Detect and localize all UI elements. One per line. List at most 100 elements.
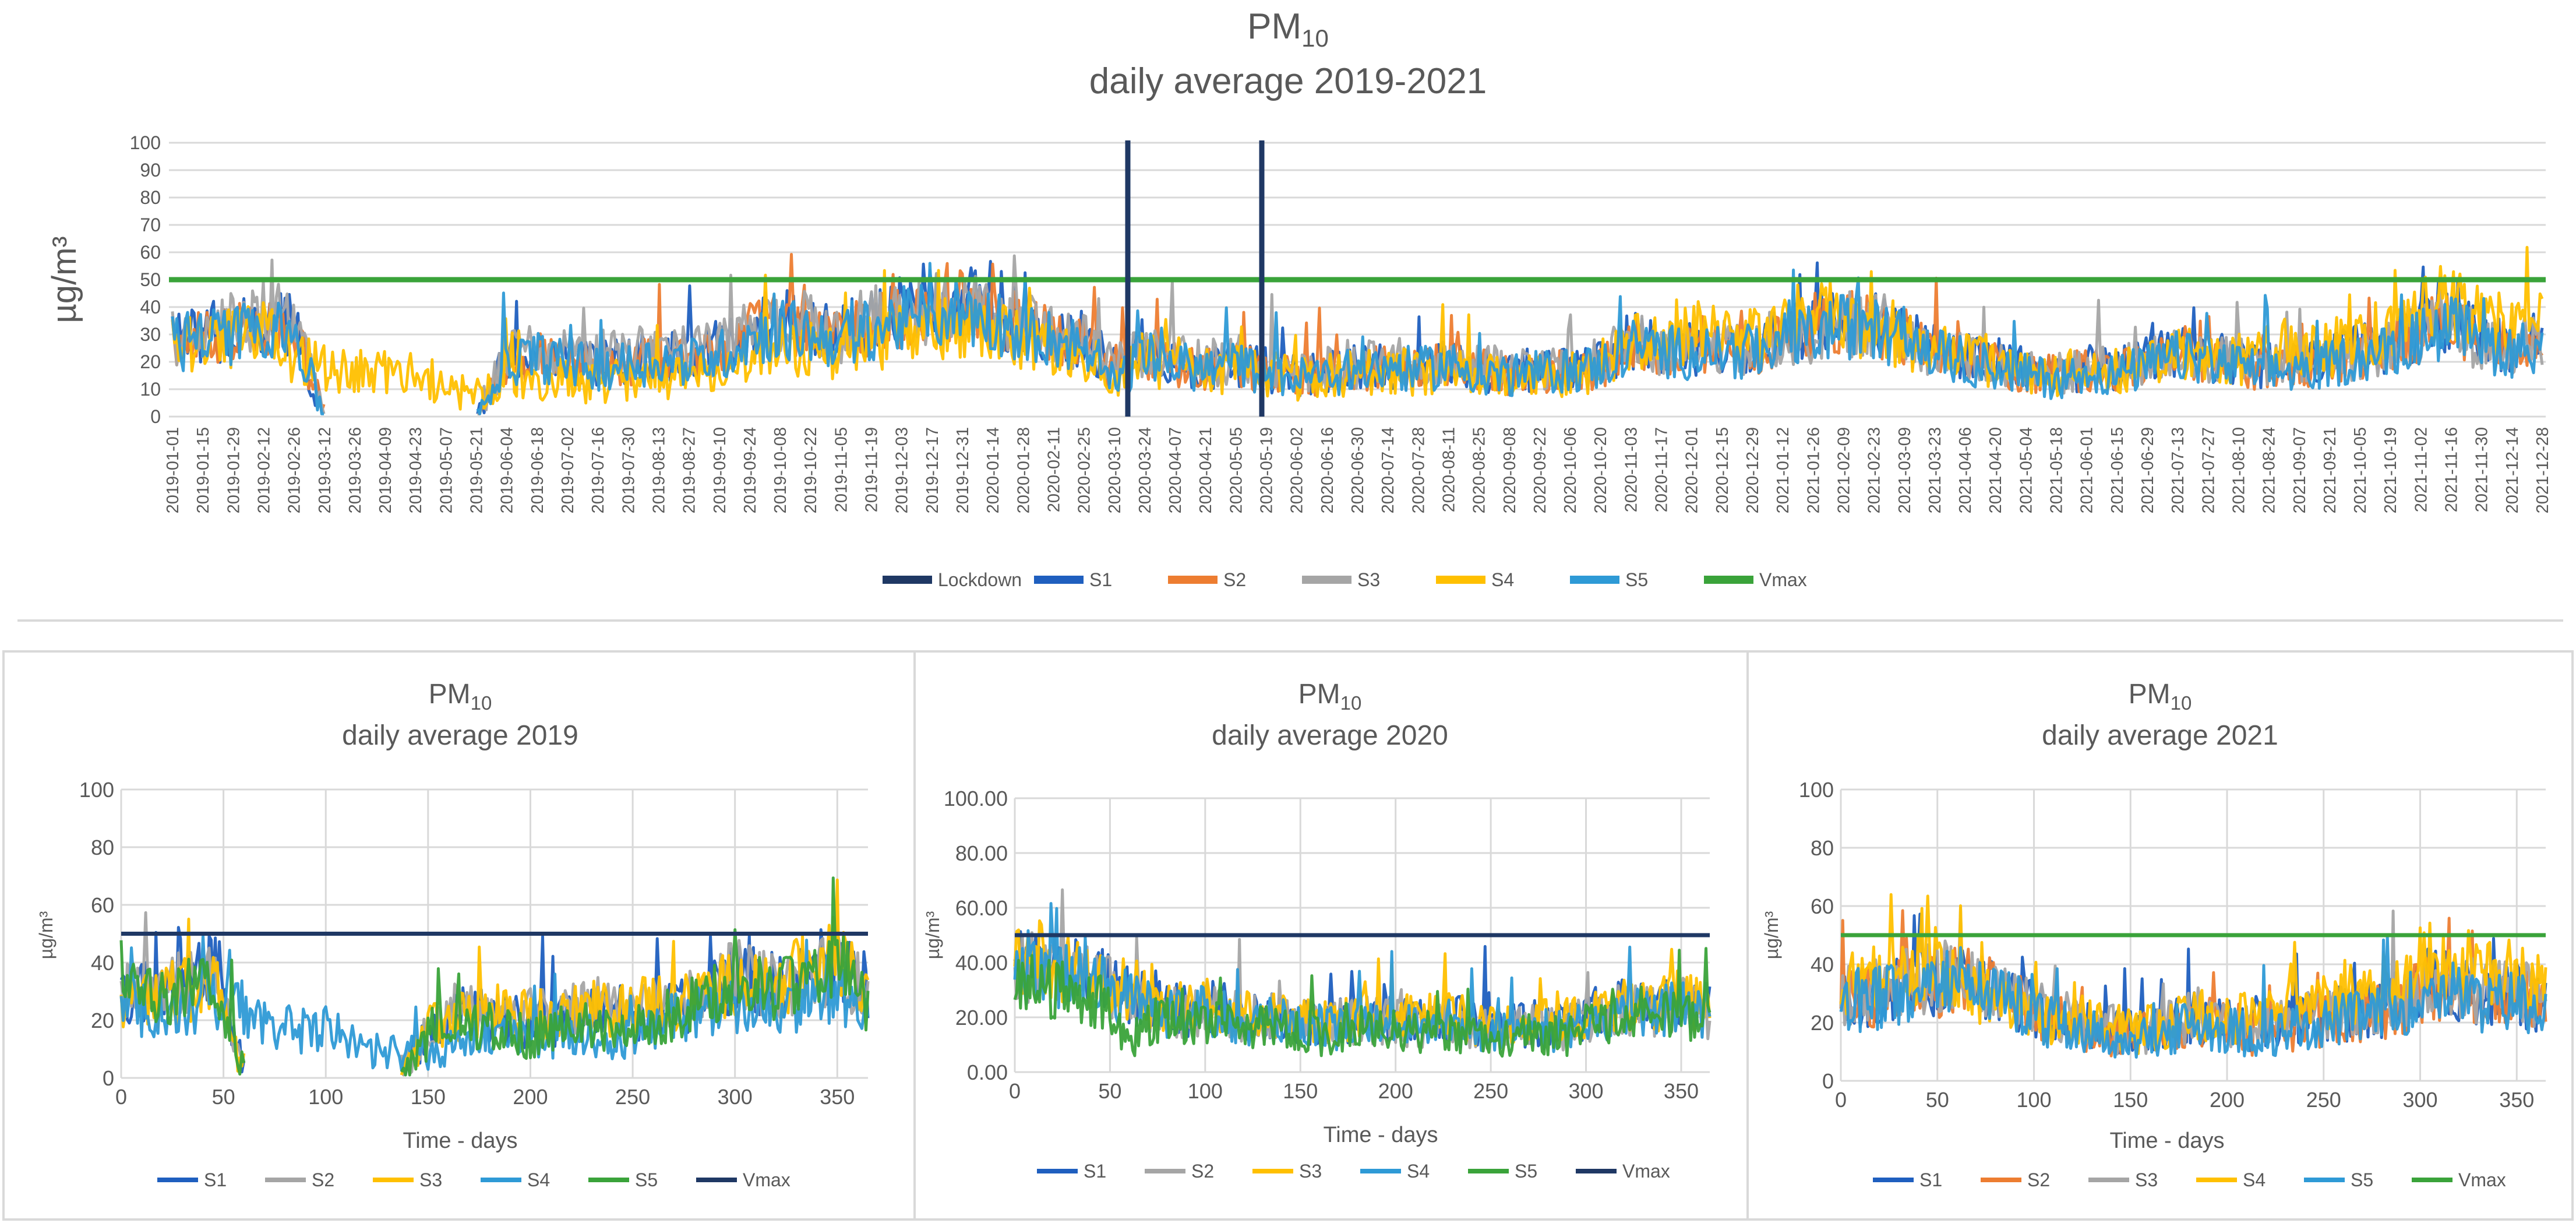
main-xtick-label: 2020-02-25 <box>1075 427 1094 513</box>
chart-2020-subtitle: daily average 2020 <box>1212 720 1448 751</box>
main-ytick-label: 50 <box>140 269 161 290</box>
c2021-legend-label-s1: S1 <box>1919 1169 1942 1190</box>
main-xtick-label: 2020-11-03 <box>1622 427 1640 512</box>
c2021-xtick-label: 100 <box>2016 1088 2051 1112</box>
main-xtick-label: 2021-11-02 <box>2412 427 2430 512</box>
main-xtick-label: 2019-12-03 <box>893 427 912 513</box>
main-xtick-label: 2020-03-24 <box>1136 427 1155 513</box>
main-xtick-label: 2019-10-22 <box>802 427 820 513</box>
chart-2021-subtitle: daily average 2021 <box>2042 720 2278 751</box>
chart-2020-ylabel: µg/m³ <box>922 911 943 959</box>
c2021-legend-label-s2: S2 <box>2027 1169 2050 1190</box>
main-xtick-label: 2019-11-05 <box>832 427 851 512</box>
main-xtick-label: 2019-06-18 <box>528 427 547 513</box>
main-xtick-label: 2019-08-13 <box>650 427 668 513</box>
main-xtick-label: 2019-01-29 <box>224 427 243 513</box>
main-ytick-label: 70 <box>140 214 161 235</box>
main-xtick-label: 2019-09-10 <box>711 427 729 513</box>
c2020-xtick-label: 150 <box>1283 1079 1318 1103</box>
c2020-legend-label-s1: S1 <box>1084 1161 1106 1182</box>
main-xtick-label: 2021-03-09 <box>1896 427 1914 513</box>
c2019-xtick-label: 250 <box>615 1085 650 1109</box>
main-xtick-label: 2020-06-30 <box>1349 427 1367 513</box>
main-xtick-label: 2021-06-15 <box>2108 427 2127 513</box>
c2019-ytick-label: 60 <box>91 893 114 917</box>
main-xtick-label: 2020-03-10 <box>1106 427 1124 513</box>
main-xtick-label: 2021-06-01 <box>2078 427 2097 513</box>
main-xtick-label: 2019-04-23 <box>407 427 425 513</box>
c2019-legend-label-s5: S5 <box>635 1169 658 1190</box>
c2020-legend-label-s4: S4 <box>1407 1161 1430 1182</box>
c2019-legend-label-s3: S3 <box>419 1169 442 1190</box>
c2019-xtick-label: 200 <box>513 1085 548 1109</box>
main-xtick-label: 2019-11-19 <box>863 427 881 512</box>
main-ytick-label: 0 <box>150 406 161 427</box>
main-xtick-label: 2019-07-16 <box>589 427 608 513</box>
c2019-xtick-label: 0 <box>115 1085 127 1109</box>
c2021-ytick-label: 20 <box>1811 1011 1834 1035</box>
main-xtick-label: 2020-10-20 <box>1592 427 1610 513</box>
main-xtick-label: 2020-01-28 <box>1014 427 1033 513</box>
main-ytick-label: 30 <box>140 324 161 345</box>
main-xtick-label: 2021-03-23 <box>1926 427 1945 513</box>
main-xtick-label: 2021-04-20 <box>1986 427 2005 513</box>
main-xtick-label: 2021-01-12 <box>1774 427 1792 513</box>
c2021-legend-label-s3: S3 <box>2135 1169 2158 1190</box>
c2020-xtick-label: 0 <box>1009 1079 1021 1103</box>
c2021-ytick-label: 60 <box>1811 894 1834 918</box>
main-xtick-label: 2019-04-09 <box>376 427 395 513</box>
main-chart-xticks: 2019-01-01 2019-01-15 2019-01-29 2019-02-12… <box>164 427 2552 513</box>
c2019-legend-label-vmax: Vmax <box>743 1169 791 1190</box>
main-xtick-label: 2021-08-10 <box>2229 427 2248 513</box>
main-series-s5 <box>171 262 2544 415</box>
main-ytick-label: 20 <box>140 351 161 372</box>
c2020-xtick-label: 300 <box>1569 1079 1604 1103</box>
bottom-panel-frame <box>2 650 2574 1221</box>
main-ytick-label: 80 <box>140 187 161 208</box>
main-ytick-label: 40 <box>140 297 161 318</box>
main-ytick-label: 90 <box>140 160 161 181</box>
main-xtick-label: 2020-12-29 <box>1744 427 1762 513</box>
main-xtick-label: 2019-05-07 <box>437 427 456 513</box>
main-xtick-label: 2020-09-22 <box>1531 427 1550 513</box>
c2020-legend-label-vmax: Vmax <box>1622 1161 1670 1182</box>
c2020-legend-label-s5: S5 <box>1515 1161 1537 1182</box>
main-xtick-label: 2021-12-28 <box>2533 427 2552 513</box>
main-xtick-label: 2020-08-11 <box>1439 427 1458 512</box>
main-xtick-label: 2020-10-06 <box>1561 427 1580 513</box>
c2019-legend-label-s2: S2 <box>312 1169 334 1190</box>
main-xtick-label: 2021-01-26 <box>1804 427 1823 513</box>
main-xtick-label: 2019-12-17 <box>923 427 942 513</box>
main-xtick-label: 2019-03-26 <box>346 427 365 513</box>
chart-2021-plot: 0 20 40 60 80 100 0 50 100 150 200 250 300 350 S1 S2 S3 S… <box>1799 778 2547 1190</box>
c2019-series-s5 <box>119 876 870 1077</box>
c2019-ytick-label: 80 <box>91 836 114 859</box>
main-chart-ylabel: µg/m³ <box>45 236 83 323</box>
c2020-ytick-label: 40.00 <box>955 951 1008 975</box>
c2020-ytick-label: 20.00 <box>955 1006 1008 1030</box>
c2021-legend-label-vmax: Vmax <box>2458 1169 2506 1190</box>
c2021-ytick-label: 40 <box>1811 953 1834 977</box>
main-xtick-label: 2019-07-30 <box>619 427 638 513</box>
c2021-ytick-label: 0 <box>1822 1069 1834 1093</box>
main-xtick-label: 2021-10-05 <box>2351 427 2370 513</box>
main-xtick-label: 2019-10-08 <box>771 427 790 513</box>
chart-2021-ylabel: µg/m³ <box>1761 911 1782 959</box>
main-xtick-label: 2021-05-18 <box>2048 427 2066 513</box>
main-xtick-label: 2021-11-30 <box>2473 427 2492 512</box>
main-xtick-label: 2021-07-13 <box>2169 427 2187 513</box>
main-xtick-label: 2021-02-23 <box>1865 427 1884 513</box>
main-xtick-label: 2020-07-28 <box>1409 427 1428 513</box>
main-xtick-label: 2021-06-29 <box>2139 427 2157 513</box>
main-xtick-label: 2020-06-16 <box>1318 427 1337 513</box>
c2021-xtick-label: 0 <box>1835 1088 1847 1112</box>
main-xtick-label: 2019-03-12 <box>316 427 334 513</box>
chart-2021-title: PM10 <box>2129 679 2192 714</box>
c2019-ytick-label: 40 <box>91 951 114 975</box>
main-xtick-label: 2020-04-07 <box>1166 427 1185 513</box>
c2020-xtick-label: 100 <box>1188 1079 1223 1103</box>
c2021-xtick-label: 150 <box>2113 1088 2148 1112</box>
c2021-xtick-label: 200 <box>2210 1088 2245 1112</box>
main-xtick-label: 2019-12-31 <box>954 427 972 513</box>
